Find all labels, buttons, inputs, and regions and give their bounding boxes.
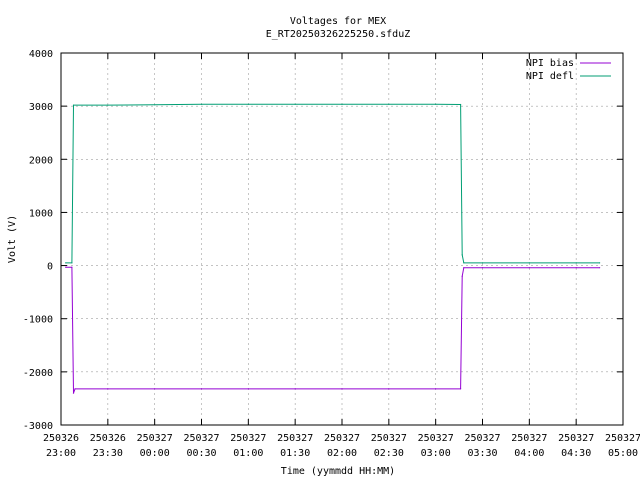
data-point [247, 103, 249, 105]
data-point [71, 262, 73, 264]
x-tick-label-date: 250327 [371, 433, 407, 444]
series-npi-bias [65, 266, 601, 394]
y-tick-label: -3000 [23, 421, 53, 432]
data-point [463, 267, 465, 269]
data-point [65, 262, 67, 264]
x-tick-label-date: 250327 [277, 433, 313, 444]
x-tick-label-time: 03:30 [467, 448, 497, 459]
data-point [435, 388, 437, 390]
y-tick-label: 3000 [29, 102, 53, 113]
data-point [200, 103, 203, 105]
data-point [481, 267, 484, 269]
data-point [463, 262, 465, 264]
x-tick-label-date: 250327 [418, 433, 454, 444]
legend: NPI bias NPI defl [526, 58, 611, 82]
x-axis-label: Time (yymmdd HH:MM) [281, 466, 395, 477]
legend-label: NPI defl [526, 71, 574, 82]
data-point [341, 103, 343, 105]
data-point [154, 104, 156, 106]
data-point [388, 103, 390, 105]
x-tick-label-time: 04:30 [561, 448, 591, 459]
legend-label: NPI bias [526, 58, 574, 69]
plot-frame [60, 52, 624, 426]
y-tick-label: 1000 [29, 208, 53, 219]
x-tick-label-date: 250327 [558, 433, 594, 444]
x-tick-label-time: 03:00 [421, 448, 451, 459]
x-tick-label-date: 250327 [183, 433, 219, 444]
data-point [341, 388, 343, 390]
data-point [107, 388, 109, 390]
x-tick-label-time: 04:00 [514, 448, 544, 459]
series-line [65, 266, 600, 394]
x-tick-label-time: 00:30 [186, 448, 216, 459]
y-tick-label: -2000 [23, 368, 53, 379]
x-tick-label-date: 250327 [605, 433, 640, 444]
data-point [460, 388, 462, 390]
chart-title: Voltages for MEX [290, 16, 386, 27]
y-tick-label: -1000 [23, 315, 53, 326]
data-point [72, 104, 75, 106]
data-point [107, 104, 109, 106]
data-point [74, 388, 76, 390]
x-tick-label-time: 00:00 [140, 448, 170, 459]
y-tick-label: 0 [47, 262, 53, 273]
y-axis-label: Volt (V) [7, 215, 18, 263]
data-point [481, 262, 484, 264]
data-point [528, 262, 530, 264]
data-point [71, 266, 73, 268]
data-point [72, 392, 75, 394]
data-point [65, 266, 67, 268]
x-tick-label-time: 02:30 [374, 448, 404, 459]
grid [61, 53, 623, 425]
series-npi-defl [65, 103, 601, 264]
x-tick-label-date: 250326 [43, 433, 79, 444]
data-point [294, 103, 296, 105]
data-point [528, 267, 530, 269]
data-point [599, 267, 601, 269]
y-tick-label: 2000 [29, 155, 53, 166]
data-point [460, 103, 462, 106]
x-tick-label-date: 250327 [230, 433, 266, 444]
y-tick-label: 4000 [29, 49, 53, 60]
data-point [575, 267, 577, 269]
x-tick-label-time: 01:30 [280, 448, 310, 459]
data-point [247, 388, 249, 390]
data-point [154, 388, 156, 390]
data-point [294, 388, 296, 390]
axes: 250326 23:00 250326 23:30 250327 00:00 250327 0… [23, 49, 640, 459]
x-tick-label-date: 250327 [464, 433, 500, 444]
data-point [461, 254, 463, 256]
data-point [461, 275, 463, 277]
x-tick-label-date: 250327 [511, 433, 547, 444]
data-point [599, 262, 601, 264]
series-line [65, 103, 600, 264]
x-tick-label-date: 250327 [137, 433, 173, 444]
x-tick-label-date: 250326 [90, 433, 126, 444]
chart-subtitle: E_RT20250326225250.sfduZ [266, 29, 411, 40]
data-point [575, 262, 577, 264]
data-point [435, 103, 437, 105]
x-tick-label-time: 05:00 [608, 448, 638, 459]
x-tick-label-date: 250327 [324, 433, 360, 444]
x-tick-label-time: 23:00 [46, 448, 76, 459]
x-tick-label-time: 01:00 [233, 448, 263, 459]
x-tick-label-time: 02:00 [327, 448, 357, 459]
x-tick-label-time: 23:30 [93, 448, 123, 459]
data-point [200, 388, 203, 390]
series-lines [65, 103, 601, 394]
data-point [388, 388, 390, 390]
